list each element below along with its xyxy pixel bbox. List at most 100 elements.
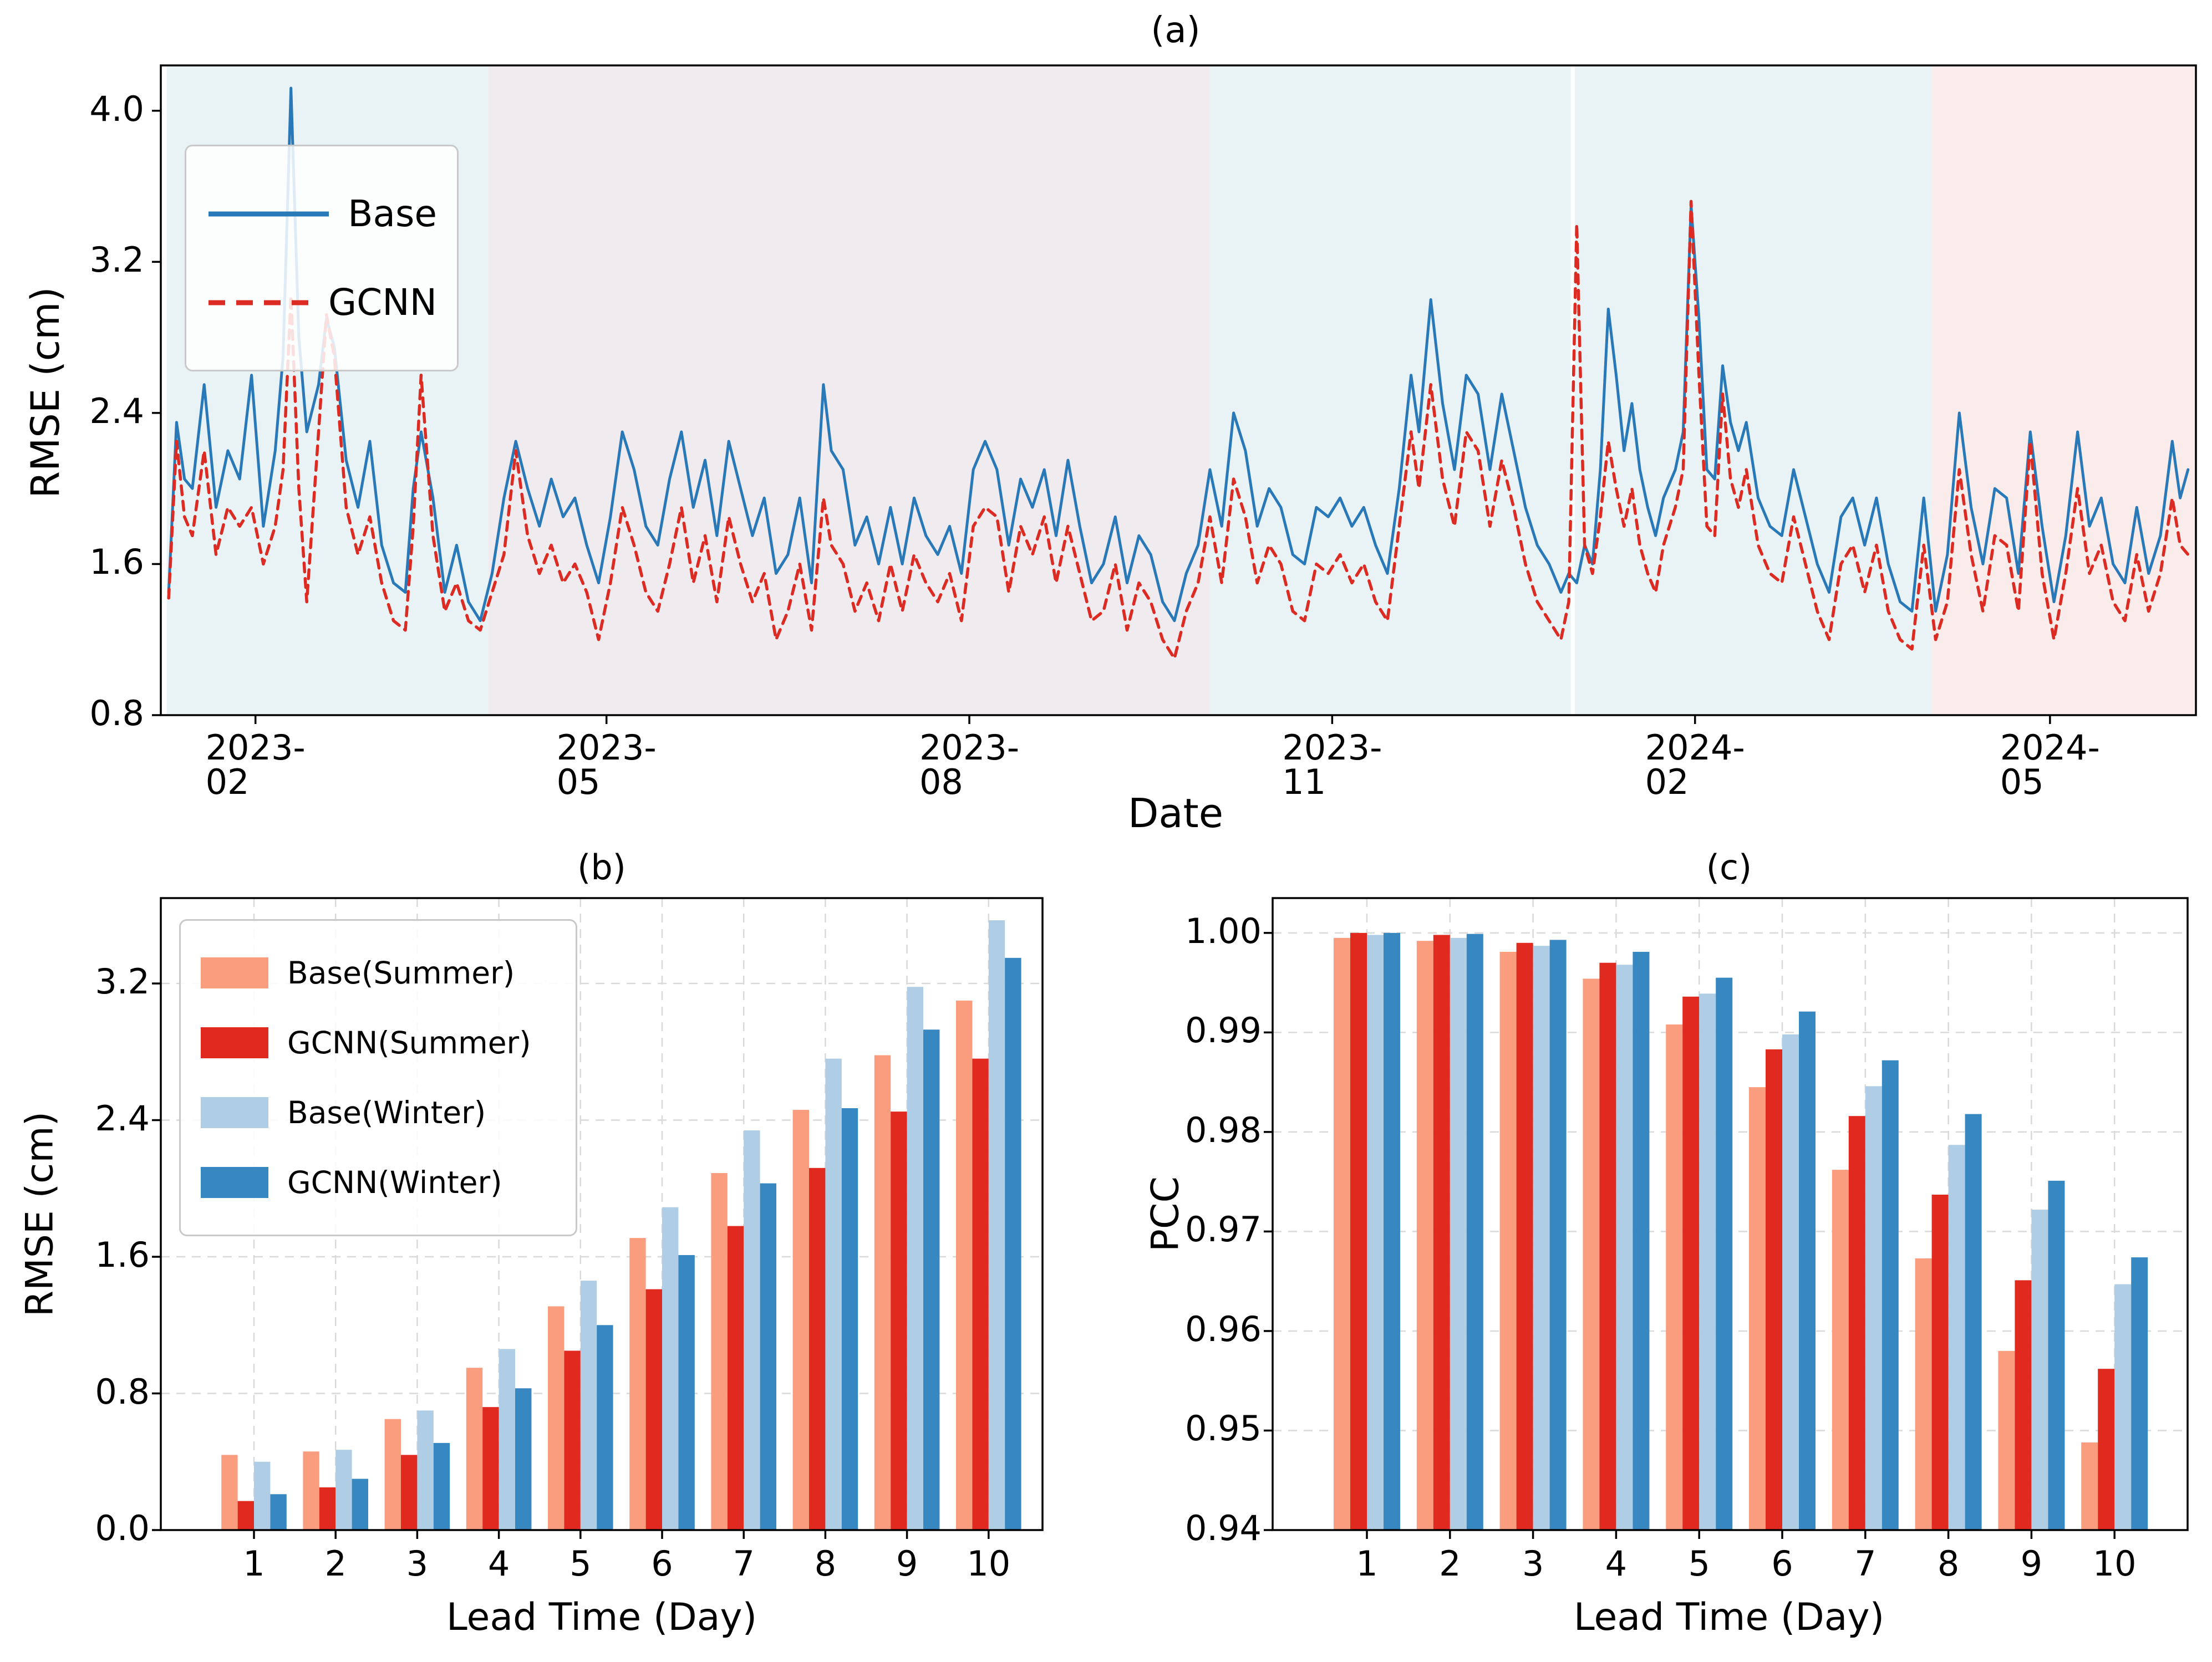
panel-a-ytick-label: 0.8 <box>89 693 144 733</box>
bar-gcnn-winter-lead6 <box>1799 1011 1816 1530</box>
base-summer-swatch-icon <box>201 957 268 988</box>
bar-base-summer-lead10 <box>956 1000 973 1530</box>
bar-base-winter-lead9 <box>2031 1209 2048 1530</box>
bar-gcnn-winter-lead5 <box>597 1325 613 1530</box>
panel-c-ytick-label: 0.95 <box>1184 1408 1262 1449</box>
season-region-3 <box>1574 67 1932 714</box>
bar-gcnn-summer-lead10 <box>972 1058 989 1530</box>
panel-c-ytick-label: 0.97 <box>1184 1209 1262 1250</box>
panel-c-title: (c) <box>1706 847 1752 888</box>
bar-gcnn-winter-lead8 <box>841 1108 858 1530</box>
panel-c-xlabel: Lead Time (Day) <box>1573 1595 1885 1639</box>
gcnn-summer-swatch-icon <box>201 1027 268 1058</box>
bar-base-winter-lead3 <box>417 1410 434 1530</box>
bar-base-winter-lead6 <box>662 1207 679 1530</box>
panel-c-ytick-label: 0.99 <box>1184 1010 1262 1051</box>
panel-a-ytick-label: 3.2 <box>89 239 144 281</box>
bar-base-summer-lead6 <box>1749 1087 1766 1530</box>
panel-b-xtick-label: 7 <box>733 1543 755 1584</box>
bar-base-winter-lead1 <box>254 1461 271 1530</box>
panel-b-xtick-label: 3 <box>406 1543 429 1584</box>
bar-gcnn-summer-lead6 <box>645 1289 662 1530</box>
base-winter-swatch-icon <box>201 1097 268 1128</box>
panel-c-xtick-label: 6 <box>1771 1543 1793 1584</box>
bar-base-summer-lead1 <box>1334 937 1350 1530</box>
bar-gcnn-winter-lead2 <box>352 1479 368 1530</box>
bar-base-summer-lead9 <box>1998 1350 2015 1530</box>
bar-gcnn-summer-lead3 <box>401 1455 418 1530</box>
bar-gcnn-winter-lead4 <box>515 1388 532 1530</box>
panel-a-legend: Base GCNN <box>185 145 459 371</box>
legend-row-basewinter: Base(Winter) <box>181 1095 576 1130</box>
bar-base-winter-lead3 <box>1533 946 1550 1530</box>
panel-b-ytick-label: 1.6 <box>95 1235 150 1276</box>
bar-gcnn-summer-lead6 <box>1766 1049 1782 1530</box>
bar-gcnn-winter-lead8 <box>1965 1114 1982 1530</box>
bar-gcnn-winter-lead3 <box>1549 940 1567 1530</box>
bar-base-summer-lead8 <box>1915 1258 1932 1530</box>
bar-base-winter-lead6 <box>1782 1034 1799 1530</box>
panel-b-xtick-label: 2 <box>324 1543 347 1584</box>
panel-b-xtick-label: 8 <box>814 1543 837 1584</box>
panel-c-ytick-label: 0.96 <box>1184 1308 1262 1349</box>
panel-a-xtick-label: 2023-02 <box>205 727 306 802</box>
bar-base-winter-lead5 <box>580 1281 597 1530</box>
bar-base-winter-lead9 <box>907 987 923 1530</box>
panel-b-xtick-label: 6 <box>651 1543 673 1584</box>
panel-c-xtick-label: 4 <box>1605 1543 1628 1584</box>
panel-c-xtick-label: 2 <box>1439 1543 1461 1584</box>
legend-label-gcnnwinter: GCNN(Winter) <box>287 1165 502 1200</box>
panel-a-xtick-label: 2023-05 <box>556 727 657 802</box>
base-line-series <box>167 86 2190 623</box>
panel-c-ytick-label: 0.94 <box>1184 1508 1262 1548</box>
legend-row-gcnn: GCNN <box>186 281 457 324</box>
bar-base-winter-lead8 <box>825 1058 842 1530</box>
panel-a-xtick-label: 2023-11 <box>1282 727 1382 802</box>
bar-base-winter-lead7 <box>1865 1086 1882 1530</box>
bar-gcnn-summer-lead8 <box>1931 1194 1949 1530</box>
bar-gcnn-summer-lead4 <box>482 1407 499 1530</box>
bar-base-winter-lead5 <box>1699 993 1716 1530</box>
panel-c-xtick-label: 9 <box>2020 1543 2043 1584</box>
panel-c-ytick-label: 1.00 <box>1184 910 1262 951</box>
bar-gcnn-summer-lead2 <box>1433 935 1450 1530</box>
legend-row-gcnnwinter: GCNN(Winter) <box>181 1165 576 1200</box>
bar-gcnn-winter-lead10 <box>1005 957 1021 1530</box>
panel-c-xtick-label: 3 <box>1522 1543 1544 1584</box>
bar-base-summer-lead10 <box>2081 1442 2098 1530</box>
legend-label-basewinter: Base(Winter) <box>287 1095 486 1130</box>
panel-b-xtick-label: 4 <box>487 1543 510 1584</box>
panel-c-xtick-label: 5 <box>1688 1543 1710 1584</box>
panel-b-ytick-label: 3.2 <box>95 961 150 1002</box>
panel-b-ytick-label: 2.4 <box>95 1098 150 1139</box>
legend-label-base: Base <box>348 192 437 235</box>
legend-row-basesummer: Base(Summer) <box>181 955 576 991</box>
panel-a-spines <box>160 64 2197 716</box>
panel-b-title: (b) <box>577 847 626 888</box>
bar-gcnn-summer-lead5 <box>564 1350 581 1530</box>
bar-base-summer-lead3 <box>1499 951 1517 1530</box>
panel-a-title: (a) <box>1151 10 1201 51</box>
panel-b-ytick-label: 0.0 <box>95 1508 150 1548</box>
bar-base-summer-lead7 <box>711 1173 728 1530</box>
bar-gcnn-summer-lead8 <box>809 1168 826 1530</box>
gcnn-line-series <box>167 200 2190 660</box>
base-line-sample-icon <box>209 211 329 216</box>
panel-b-xtick-label: 9 <box>896 1543 918 1584</box>
panel-c-xtick-label: 1 <box>1356 1543 1378 1584</box>
bar-gcnn-winter-lead9 <box>923 1029 940 1530</box>
panel-b-xtick-label: 10 <box>967 1543 1011 1584</box>
legend-row-base: Base <box>186 192 457 235</box>
bar-base-summer-lead9 <box>874 1055 891 1530</box>
bar-gcnn-winter-lead2 <box>1466 934 1483 1530</box>
bar-base-winter-lead1 <box>1367 935 1384 1530</box>
legend-label-gcnn: GCNN <box>328 281 437 324</box>
bar-base-winter-lead4 <box>499 1349 515 1530</box>
bar-gcnn-winter-lead1 <box>270 1494 287 1530</box>
bar-gcnn-summer-lead4 <box>1599 962 1616 1530</box>
bar-gcnn-summer-lead9 <box>2015 1280 2032 1530</box>
bar-gcnn-summer-lead3 <box>1516 942 1533 1530</box>
panel-a-xtick-label: 2023-08 <box>919 727 1020 802</box>
panel-b-xlabel: Lead Time (Day) <box>446 1595 757 1639</box>
